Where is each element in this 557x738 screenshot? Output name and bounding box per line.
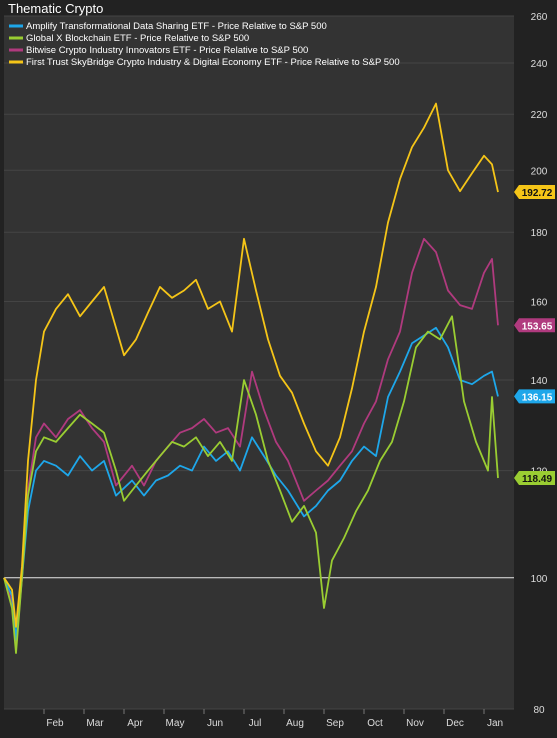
end-label-3: 192.72 [514, 185, 555, 200]
grid [4, 15, 514, 710]
x-tick-label: Mar [86, 718, 104, 729]
y-tick-label: 140 [531, 376, 548, 387]
end-labels: 136.15 118.49 153.65 192.72 [514, 185, 555, 486]
x-tick-label: May [166, 718, 185, 729]
x-tick-label: Jan [487, 718, 503, 729]
end-label-box [514, 318, 555, 333]
end-label-value: 118.49 [522, 474, 552, 485]
y-tick-label: 260 [531, 12, 548, 23]
x-tick-label: Jun [207, 718, 223, 729]
y-tick-label: 200 [531, 166, 548, 177]
x-tick-label: Aug [286, 718, 304, 729]
end-label-value: 192.72 [522, 188, 553, 199]
legend-label: Bitwise Crypto Industry Innovators ETF -… [26, 45, 308, 56]
end-label-value: 153.65 [522, 321, 553, 332]
series-line-0 [3, 326, 499, 641]
end-label-box [514, 185, 555, 200]
legend-label: First Trust SkyBridge Crypto Industry & … [26, 57, 400, 68]
x-tick-label: Feb [46, 718, 64, 729]
series-lines [3, 102, 499, 654]
y-tick-label: 160 [531, 297, 548, 308]
y-tick-label: 240 [531, 59, 548, 70]
x-tick-label: Dec [446, 718, 464, 729]
legend-label: Global X Blockchain ETF - Price Relative… [26, 33, 249, 44]
x-tick-label: Oct [367, 718, 383, 729]
legend-item-1: Global X Blockchain ETF - Price Relative… [9, 33, 249, 44]
legend-item-0: Amplify Transformational Data Sharing ET… [9, 21, 327, 32]
end-label-0: 136.15 [514, 389, 555, 404]
x-axis: Feb Mar Apr May Jun Jul Aug Sep Oct Nov Dec Jan [43, 709, 503, 729]
legend: Amplify Transformational Data Sharing ET… [9, 21, 400, 68]
series-line-1 [3, 315, 499, 654]
end-label-1: 118.49 [514, 471, 555, 486]
x-tick-label: Sep [326, 718, 344, 729]
y-tick-label: 180 [531, 228, 548, 239]
chart-title: Thematic Crypto [8, 1, 103, 16]
x-tick-label: Jul [249, 718, 262, 729]
legend-item-2: Bitwise Crypto Industry Innovators ETF -… [9, 45, 308, 56]
y-tick-label: 220 [531, 110, 548, 121]
x-tick-label: Apr [127, 718, 143, 729]
x-tick-label: Nov [406, 718, 424, 729]
series-line-2 [3, 237, 499, 648]
legend-label: Amplify Transformational Data Sharing ET… [26, 21, 327, 32]
y-tick-label: 100 [531, 574, 548, 585]
legend-item-3: First Trust SkyBridge Crypto Industry & … [9, 57, 400, 68]
end-label-value: 136.15 [522, 392, 553, 403]
end-label-box [514, 471, 555, 486]
plot-area [4, 16, 514, 709]
end-label-2: 153.65 [514, 318, 555, 333]
y-tick-label: 80 [533, 705, 545, 716]
series-line-3 [3, 102, 499, 628]
end-label-box [514, 389, 555, 404]
